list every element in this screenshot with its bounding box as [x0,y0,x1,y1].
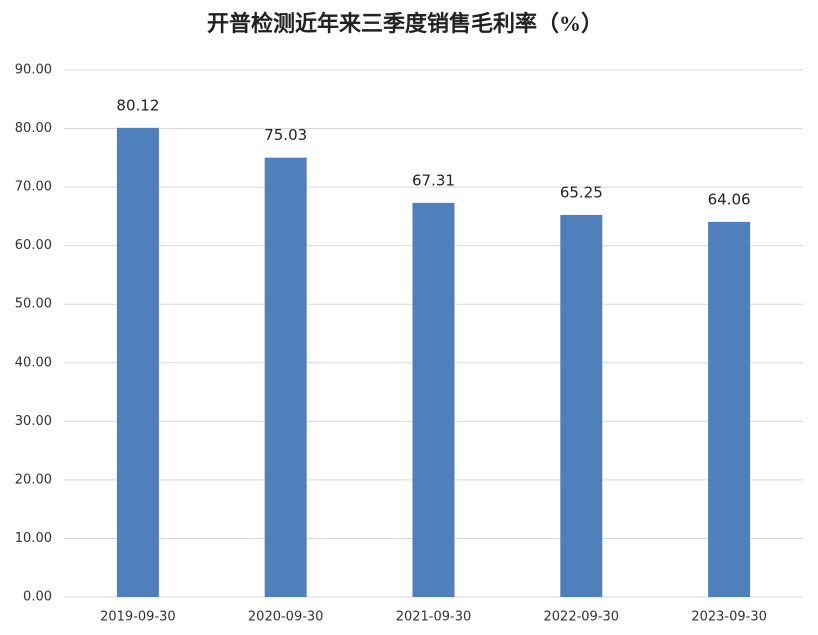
data-label: 64.06 [708,190,751,208]
y-tick-label: 40.00 [15,355,52,370]
bar [264,157,307,598]
data-label: 67.31 [412,171,455,189]
data-label: 75.03 [264,126,307,144]
x-tick-label: 2023-09-30 [691,610,767,625]
y-tick-label: 80.00 [15,121,52,136]
y-tick-label: 90.00 [15,63,52,78]
y-tick-label: 0.00 [23,590,52,605]
data-label: 80.12 [116,96,159,114]
y-tick-label: 50.00 [15,297,52,312]
x-tick-label: 2020-09-30 [248,610,324,625]
y-tick-label: 20.00 [15,472,52,487]
bar [116,127,159,597]
bar [412,202,455,597]
y-tick-label: 30.00 [15,414,52,429]
x-tick-label: 2019-09-30 [100,610,176,625]
bar [708,221,751,597]
y-tick-label: 70.00 [15,180,52,195]
y-tick-label: 10.00 [15,531,52,546]
data-label: 65.25 [560,183,603,201]
bar [560,214,603,598]
y-tick-label: 60.00 [15,238,52,253]
x-tick-label: 2021-09-30 [396,610,472,625]
chart-title: 开普检测近年来三季度销售毛利率（%） [207,11,603,36]
x-tick-label: 2022-09-30 [544,610,620,625]
